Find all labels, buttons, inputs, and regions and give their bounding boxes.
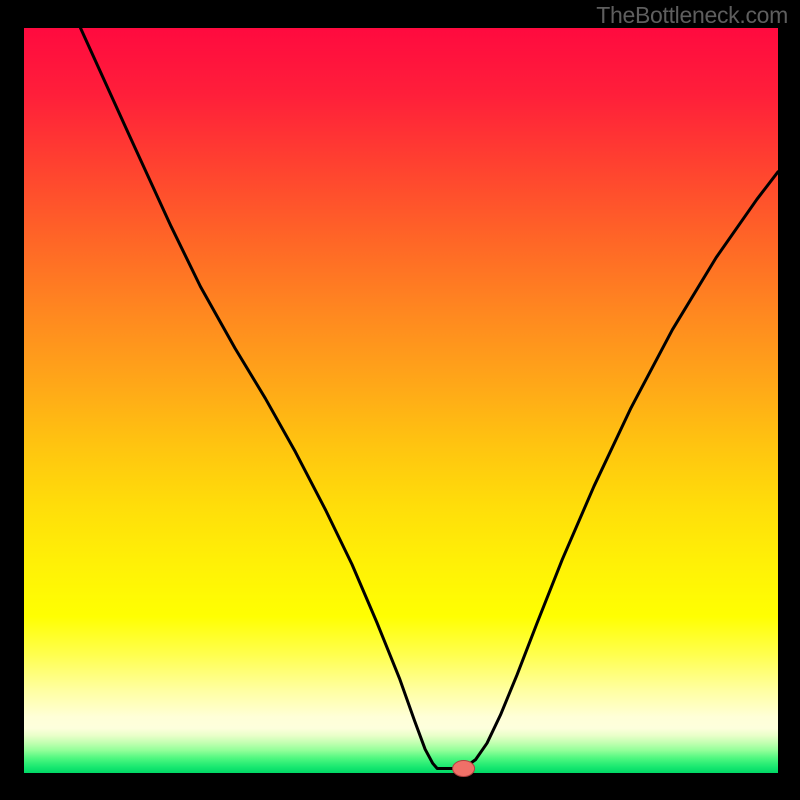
chart-background (24, 28, 778, 773)
watermark-text: TheBottleneck.com (596, 2, 788, 29)
bottleneck-chart (0, 0, 800, 800)
optimal-point-marker (453, 761, 475, 777)
